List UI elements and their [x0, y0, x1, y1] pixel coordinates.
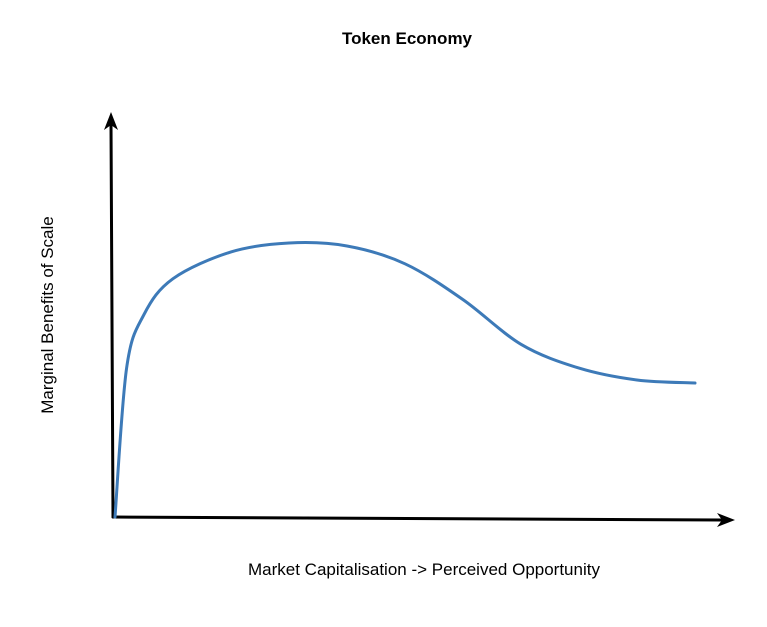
data-point-4 — [230, 250, 233, 253]
x-axis-line — [111, 515, 724, 522]
data-point-0 — [114, 516, 117, 519]
x-axis-arrow-icon — [717, 513, 735, 527]
data-point-7 — [404, 262, 407, 265]
y-axis-arrow-icon — [104, 112, 118, 130]
y-axis-line — [109, 122, 115, 519]
data-point-2 — [143, 313, 146, 316]
x-axis-label: Market Capitalisation -> Perceived Oppor… — [248, 560, 600, 579]
data-point-12 — [694, 382, 697, 385]
data-point-10 — [578, 367, 581, 370]
chart-title: Token Economy — [342, 29, 473, 48]
series-line — [113, 241, 697, 519]
data-point-9 — [520, 343, 523, 346]
data-point-11 — [636, 379, 639, 382]
series-points — [114, 242, 697, 519]
y-axis-label: Marginal Benefits of Scale — [38, 216, 57, 414]
data-point-6 — [346, 245, 349, 248]
data-point-8 — [462, 298, 465, 301]
y-axis — [104, 112, 118, 519]
x-axis — [111, 513, 735, 527]
data-point-1 — [125, 367, 128, 370]
data-point-3 — [172, 277, 175, 280]
data-point-5 — [288, 242, 291, 245]
